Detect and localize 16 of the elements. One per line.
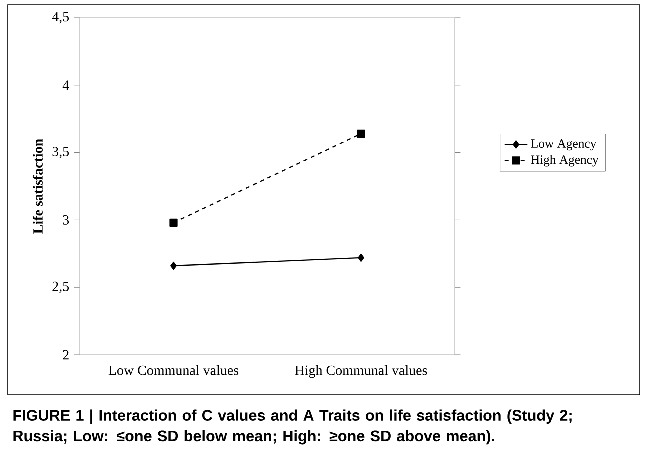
- y-tick-label: 4,5: [52, 12, 70, 24]
- x-tick-label: High Communal values: [295, 365, 428, 378]
- point: [357, 130, 366, 138]
- caption: FIGURE 1 | Interaction of C values and A Traits on life satisfaction (Study 2; Russia; Low: ≤one SD below mean; High: ≥one SD above mean).: [14, 410, 572, 445]
- y-tick-label: 4: [62, 80, 70, 90]
- legend-label: Low Agency: [531, 140, 597, 151]
- y-tick-label: 2,5: [52, 282, 70, 294]
- y-axis-title: Life satisfaction: [32, 139, 43, 234]
- point: [358, 254, 364, 262]
- y-tick-label: 2: [63, 350, 69, 360]
- point: [170, 262, 177, 270]
- y-tick-label: 3: [63, 216, 70, 225]
- x-tick-label: Low Communal values: [108, 365, 239, 376]
- legend-label: High Agency: [531, 155, 599, 167]
- y-tick-label: 3,5: [52, 147, 70, 159]
- point: [170, 218, 178, 227]
